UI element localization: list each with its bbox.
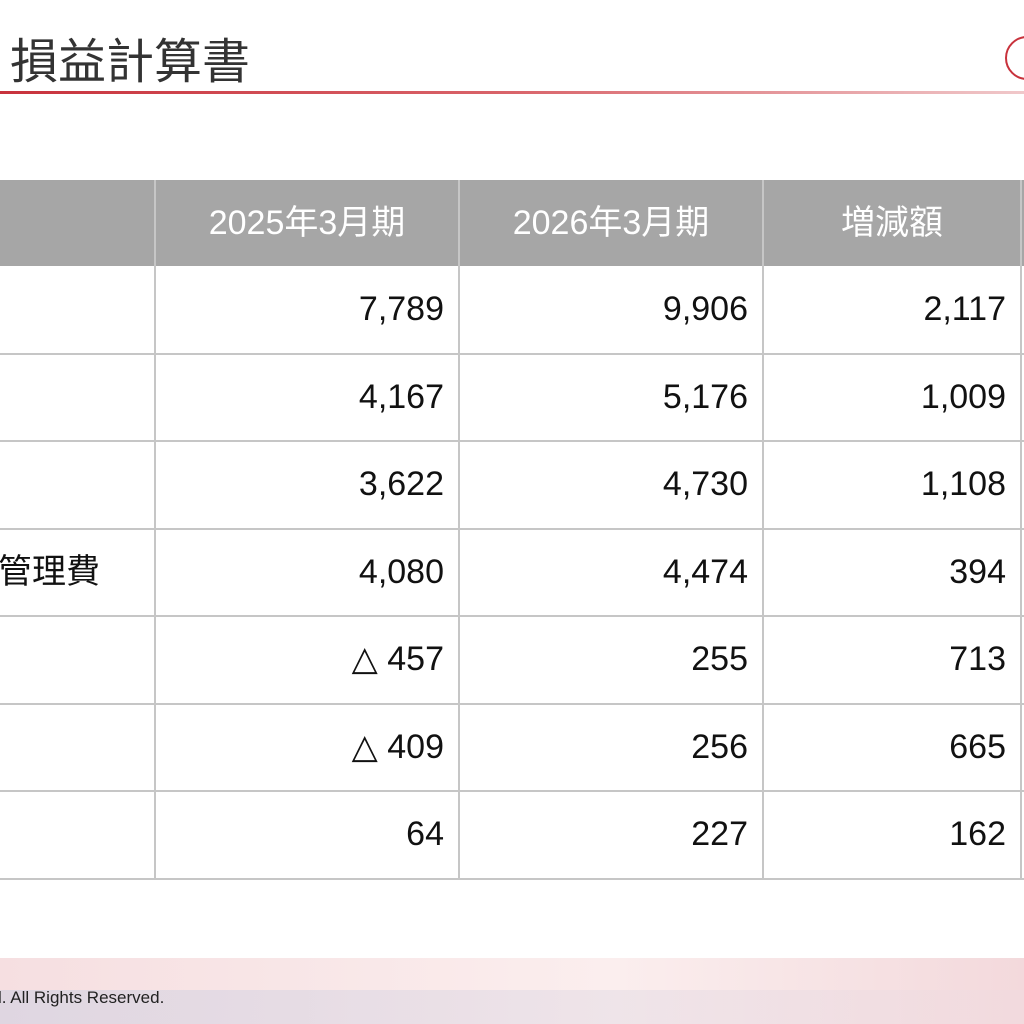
column-header: 2026年3月期: [512, 204, 710, 242]
cell: 227: [691, 815, 748, 853]
cell: 64: [406, 815, 444, 853]
table-header: [0, 180, 1024, 266]
row-line: [0, 352, 1024, 355]
column-line: [762, 180, 764, 879]
column-line: [154, 180, 156, 879]
column-header: 2025年3月期: [208, 204, 406, 242]
cell: 2,117: [923, 290, 1006, 328]
cell: 665: [949, 727, 1006, 766]
cell: 256: [691, 727, 748, 766]
footer-band: [0, 990, 1024, 1024]
cell: 255: [691, 640, 748, 678]
row-line: [0, 790, 1024, 792]
cell: 4,730: [662, 465, 748, 503]
row-line: [0, 440, 1024, 442]
cell: 4,080: [358, 552, 444, 591]
cell: 3,622: [358, 465, 444, 503]
row-label: 管理費: [0, 552, 100, 591]
cell: 1,108: [920, 465, 1006, 503]
cell: 713: [949, 640, 1006, 678]
logo: [1005, 36, 1024, 80]
row-line: [0, 877, 1024, 880]
cell: 4,167: [358, 377, 444, 416]
cell: 7,789: [358, 290, 444, 328]
title-rule: [0, 91, 1024, 94]
cell: 1,009: [920, 377, 1006, 416]
column-header: 増減額: [841, 204, 943, 242]
cell: △ 457: [351, 640, 444, 678]
copyright: l. All Rights Reserved.: [0, 988, 165, 1007]
cell: 162: [949, 815, 1006, 853]
cell: 4,474: [662, 552, 748, 591]
page-title: 損益計算書: [10, 36, 251, 89]
row-line: [0, 702, 1024, 705]
row-line: [0, 615, 1024, 617]
cell: 394: [949, 552, 1006, 591]
cell: 9,906: [662, 290, 748, 328]
column-line: [458, 180, 460, 879]
column-line: [1020, 180, 1022, 879]
cell: △ 409: [351, 727, 444, 766]
row-line: [0, 527, 1024, 530]
cell: 5,176: [662, 377, 748, 416]
